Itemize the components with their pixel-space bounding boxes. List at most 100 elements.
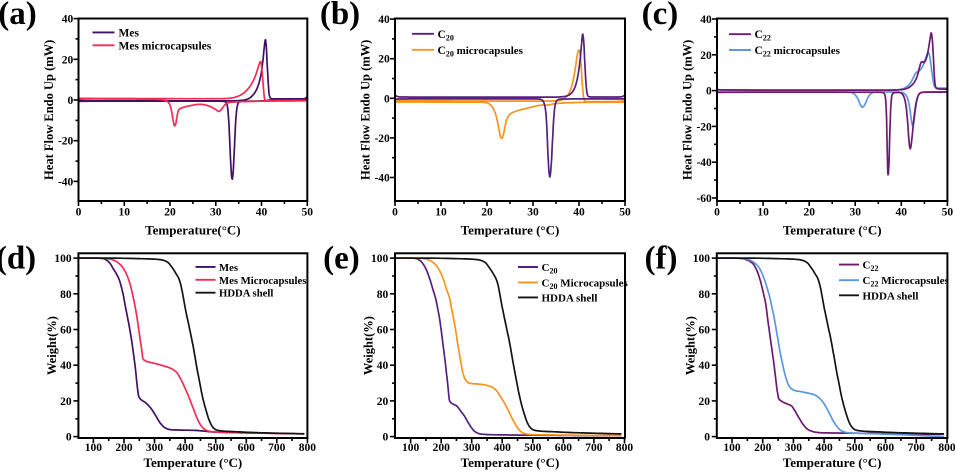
svg-text:Temperature (°C): Temperature (°C) (461, 223, 560, 238)
svg-text:0: 0 (382, 432, 388, 444)
svg-text:100: 100 (371, 253, 389, 265)
svg-text:20: 20 (164, 207, 176, 219)
svg-text:-20: -20 (696, 121, 712, 133)
svg-text:Mes: Mes (119, 27, 140, 39)
svg-text:40: 40 (700, 14, 712, 26)
svg-text:-20: -20 (374, 133, 390, 145)
svg-text:20: 20 (62, 54, 74, 66)
svg-text:700: 700 (268, 442, 286, 454)
svg-text:40: 40 (62, 14, 74, 26)
svg-text:500: 500 (524, 442, 542, 454)
svg-text:-40: -40 (696, 157, 712, 169)
svg-text:(b): (b) (320, 0, 360, 32)
svg-text:Heat Flow Endo Up (mW): Heat Flow Endo Up (mW) (359, 40, 373, 180)
svg-text:40: 40 (256, 207, 268, 219)
svg-text:600: 600 (555, 442, 573, 454)
svg-text:10: 10 (435, 207, 447, 219)
svg-text:600: 600 (877, 442, 895, 454)
svg-text:(d): (d) (0, 241, 36, 277)
svg-text:20: 20 (700, 50, 712, 62)
svg-text:Heat Flow Endo Up (mW): Heat Flow Endo Up (mW) (42, 40, 56, 180)
svg-text:30: 30 (849, 207, 861, 219)
svg-text:800: 800 (616, 442, 634, 454)
svg-text:0: 0 (76, 207, 82, 219)
svg-text:80: 80 (60, 289, 72, 301)
svg-text:0: 0 (714, 207, 720, 219)
svg-text:40: 40 (699, 360, 711, 372)
svg-text:Temperature (°C): Temperature (°C) (461, 455, 560, 470)
svg-text:800: 800 (938, 442, 955, 454)
svg-text:Mes: Mes (219, 262, 238, 274)
svg-text:20: 20 (481, 207, 493, 219)
svg-text:200: 200 (433, 442, 451, 454)
svg-text:-20: -20 (58, 136, 74, 148)
svg-text:700: 700 (908, 442, 926, 454)
svg-text:10: 10 (119, 207, 131, 219)
svg-text:400: 400 (815, 442, 833, 454)
svg-text:80: 80 (377, 289, 389, 301)
svg-text:100: 100 (85, 442, 103, 454)
svg-text:200: 200 (754, 442, 772, 454)
svg-text:HDDA shell: HDDA shell (863, 290, 919, 302)
svg-text:C20 Microcapsules: C20 Microcapsules (542, 277, 629, 291)
svg-text:0: 0 (392, 207, 398, 219)
svg-text:100: 100 (402, 442, 420, 454)
svg-text:20: 20 (803, 207, 815, 219)
svg-text:Temperature (°C): Temperature (°C) (783, 455, 882, 470)
svg-text:100: 100 (693, 253, 711, 265)
svg-text:C22 Microcapsules: C22 Microcapsules (863, 275, 950, 289)
svg-text:50: 50 (302, 207, 314, 219)
svg-text:-60: -60 (696, 193, 712, 205)
svg-text:0: 0 (68, 95, 74, 107)
svg-text:600: 600 (238, 442, 256, 454)
svg-text:80: 80 (699, 289, 711, 301)
svg-text:0: 0 (704, 432, 710, 444)
svg-text:Temperature(°C): Temperature(°C) (145, 223, 240, 238)
svg-text:50: 50 (619, 207, 631, 219)
svg-text:60: 60 (699, 325, 711, 337)
svg-text:500: 500 (846, 442, 864, 454)
svg-text:HDDA shell: HDDA shell (542, 292, 598, 304)
svg-text:20: 20 (60, 396, 72, 408)
svg-text:-40: -40 (374, 173, 390, 185)
svg-text:0: 0 (384, 93, 390, 105)
svg-text:300: 300 (785, 442, 803, 454)
svg-text:Temperature (°C): Temperature (°C) (144, 455, 243, 470)
svg-text:30: 30 (210, 207, 222, 219)
svg-text:Temperature (°C): Temperature (°C) (783, 223, 882, 238)
svg-text:HDDA shell: HDDA shell (219, 288, 273, 300)
svg-text:100: 100 (723, 442, 741, 454)
svg-text:400: 400 (176, 442, 194, 454)
svg-text:(a): (a) (0, 0, 37, 32)
svg-text:20: 20 (378, 54, 390, 66)
svg-text:Mes Microcapsules: Mes Microcapsules (219, 275, 306, 287)
svg-text:Weight(%): Weight(%) (683, 316, 697, 375)
svg-text:10: 10 (757, 207, 769, 219)
svg-text:800: 800 (299, 442, 317, 454)
svg-text:50: 50 (942, 207, 954, 219)
svg-text:Heat Flow Endo Up (mW): Heat Flow Endo Up (mW) (681, 40, 695, 180)
svg-text:60: 60 (60, 325, 72, 337)
svg-text:Weight(%): Weight(%) (362, 316, 376, 375)
svg-text:500: 500 (207, 442, 225, 454)
svg-text:(e): (e) (323, 241, 360, 277)
svg-text:700: 700 (585, 442, 603, 454)
svg-text:40: 40 (377, 360, 389, 372)
svg-text:Mes microcapsules: Mes microcapsules (119, 40, 212, 52)
svg-text:20: 20 (699, 396, 711, 408)
svg-text:100: 100 (54, 253, 72, 265)
svg-text:0: 0 (66, 432, 72, 444)
svg-text:Weight(%): Weight(%) (45, 316, 59, 375)
svg-text:40: 40 (60, 360, 72, 372)
svg-text:40: 40 (378, 14, 390, 26)
svg-text:300: 300 (146, 442, 164, 454)
svg-text:30: 30 (527, 207, 539, 219)
svg-text:40: 40 (896, 207, 908, 219)
svg-text:60: 60 (377, 325, 389, 337)
svg-text:300: 300 (463, 442, 481, 454)
svg-text:(f): (f) (645, 241, 678, 277)
svg-text:-40: -40 (58, 176, 74, 188)
svg-text:C20 microcapsules: C20 microcapsules (438, 45, 524, 59)
svg-text:400: 400 (494, 442, 512, 454)
svg-text:C22 microcapsules: C22 microcapsules (755, 45, 841, 59)
